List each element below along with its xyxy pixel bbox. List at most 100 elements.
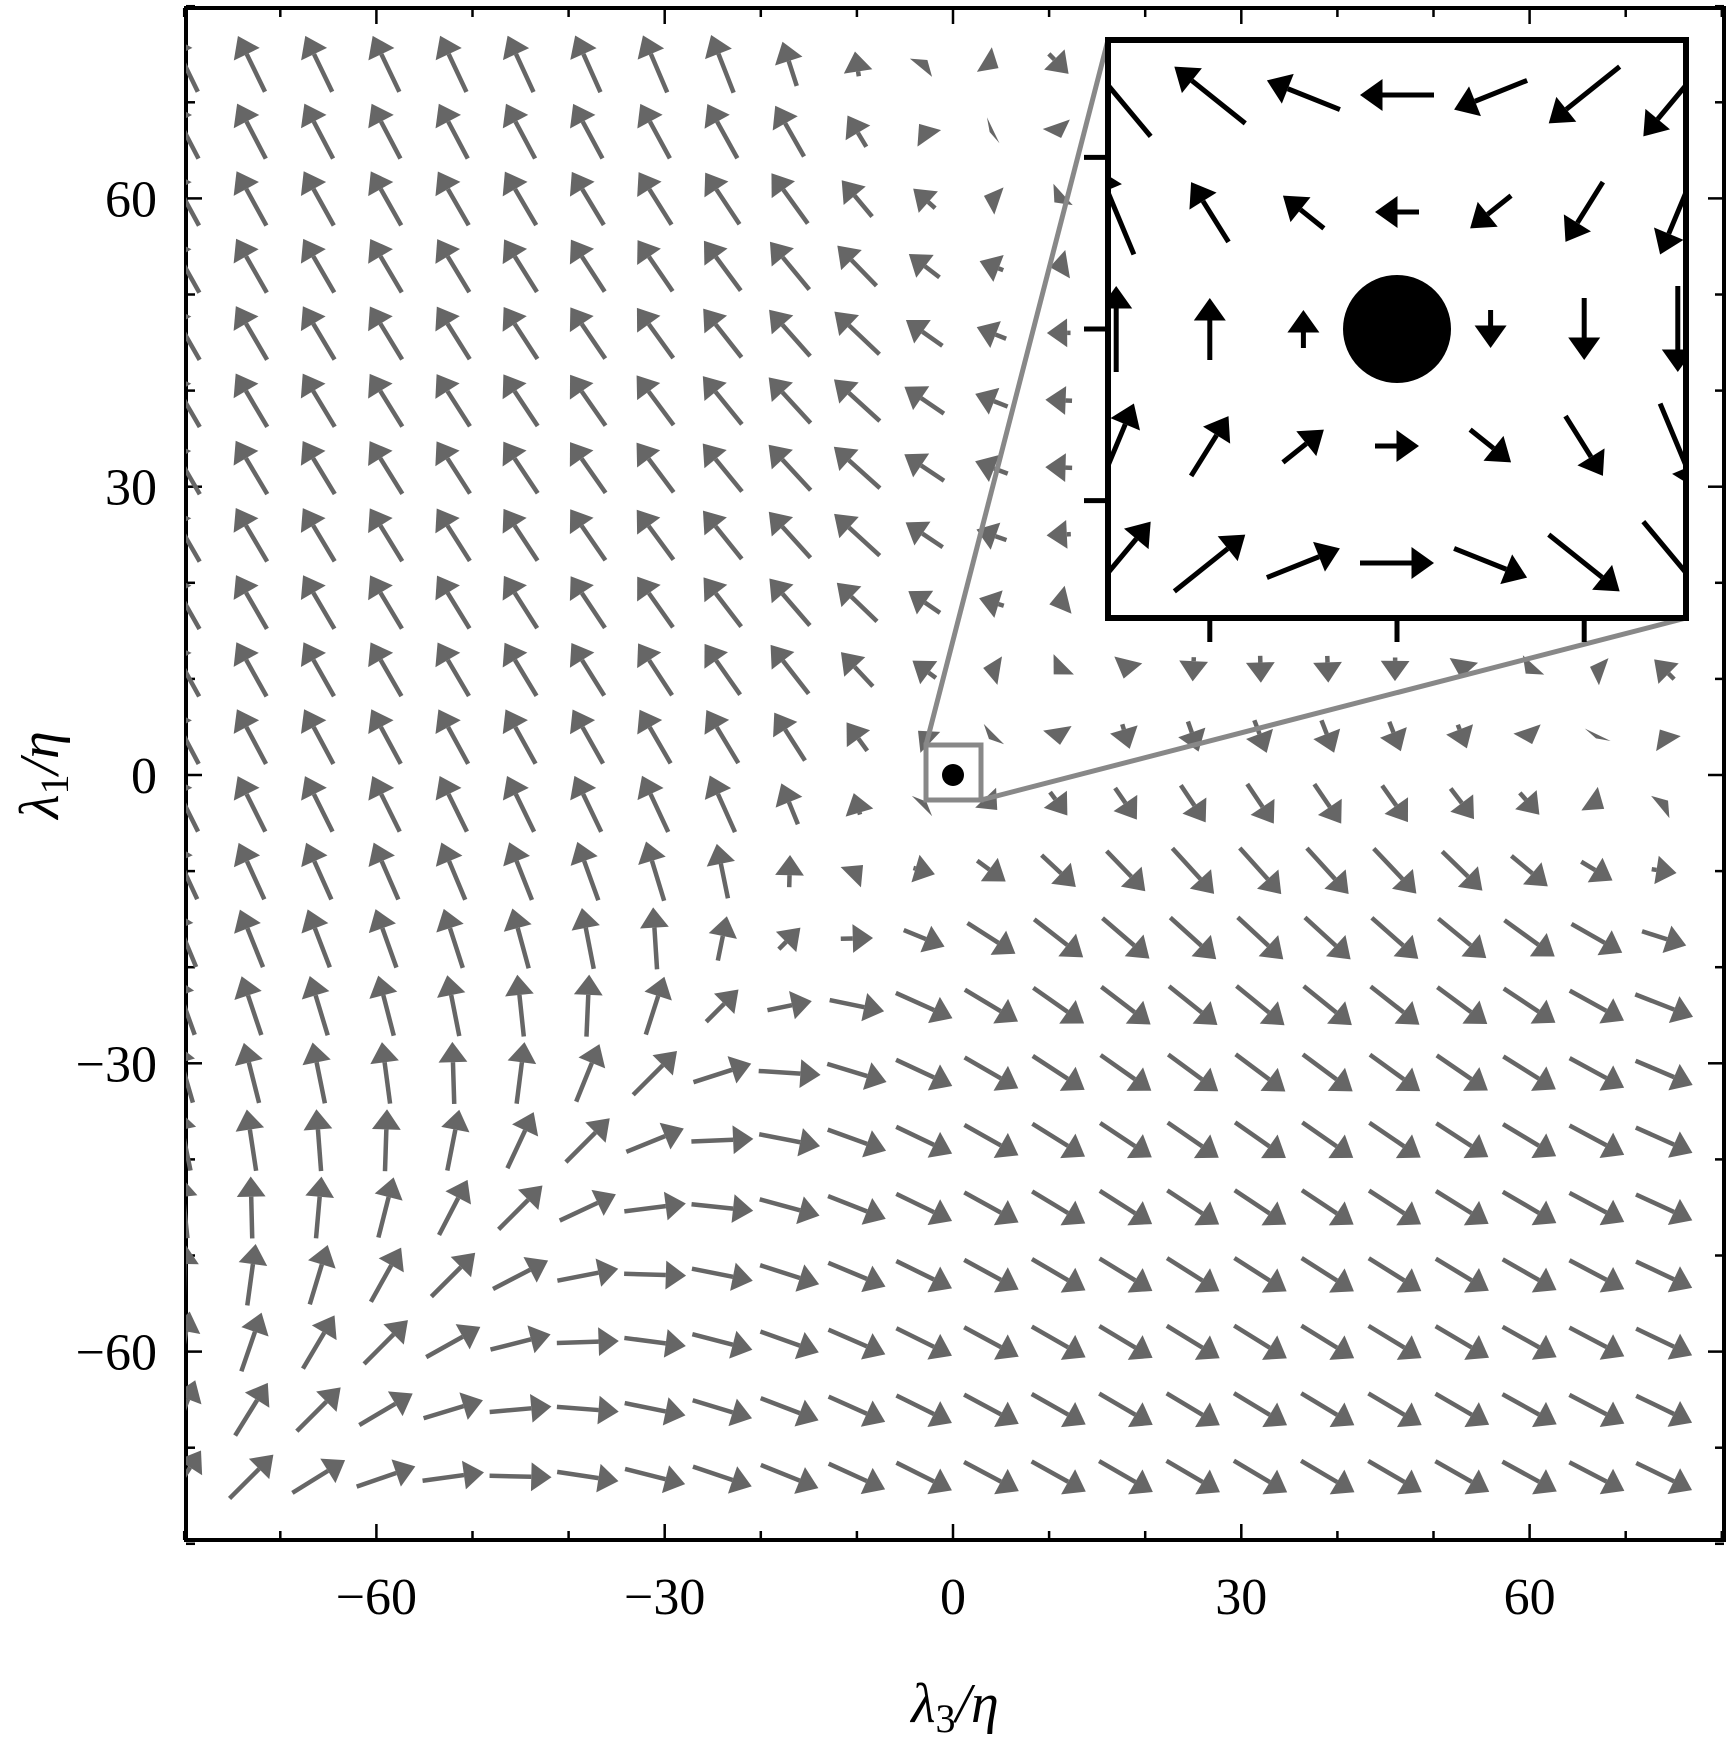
field-arrow <box>1098 1324 1153 1360</box>
field-arrow <box>1440 849 1483 891</box>
field-arrow <box>368 306 405 361</box>
field-arrow <box>1435 1121 1489 1159</box>
field-arrow <box>305 1176 335 1239</box>
field-arrow <box>368 35 402 93</box>
field-arrow <box>1305 846 1349 895</box>
field-arrow <box>1030 1459 1086 1495</box>
field-arrow <box>238 1244 268 1306</box>
field-arrow <box>826 1127 887 1158</box>
field-arrow <box>1635 1460 1693 1495</box>
field-arrow <box>704 643 743 696</box>
field-arrow <box>301 1315 337 1370</box>
field-arrow <box>1300 1391 1355 1428</box>
field-arrow <box>435 374 472 428</box>
field-arrow <box>569 642 607 697</box>
field-arrow <box>911 795 933 817</box>
field-arrow <box>556 1258 619 1287</box>
y-tick-label: −60 <box>76 1325 157 1382</box>
field-arrow <box>234 976 264 1036</box>
field-arrow <box>1568 1392 1625 1428</box>
field-arrow <box>1165 1458 1220 1495</box>
field-arrow <box>502 171 539 227</box>
inset-field-arrow <box>1548 64 1622 124</box>
field-arrow <box>827 1193 886 1225</box>
inset-field-arrow <box>1189 182 1231 244</box>
field-arrow <box>569 442 608 495</box>
field-arrow <box>624 1397 686 1426</box>
field-arrow <box>186 1380 202 1411</box>
field-arrow <box>1635 1259 1693 1293</box>
field-arrow <box>702 376 744 426</box>
field-arrow <box>227 1454 274 1501</box>
field-arrow <box>1165 1391 1220 1428</box>
field-arrow <box>569 374 608 427</box>
field-arrow <box>570 35 603 94</box>
field-arrow <box>775 41 803 87</box>
inset-field-arrow <box>1454 78 1529 117</box>
field-arrow <box>1367 1391 1422 1428</box>
field-arrow <box>368 575 404 630</box>
field-arrow <box>1165 1256 1220 1293</box>
field-arrow <box>502 575 540 630</box>
field-arrow <box>368 842 401 901</box>
field-arrow <box>1503 918 1555 957</box>
field-arrow <box>909 58 933 77</box>
field-arrow <box>845 793 874 817</box>
field-arrow <box>368 103 403 160</box>
field-arrow <box>502 306 540 361</box>
field-arrow <box>570 775 604 833</box>
main-vector-field <box>186 34 1694 1501</box>
field-arrow <box>503 842 535 901</box>
field-arrow <box>571 907 600 970</box>
field-arrow <box>1435 1053 1488 1091</box>
field-arrow <box>1110 723 1138 749</box>
field-arrow <box>564 1118 610 1164</box>
field-arrow <box>505 974 534 1037</box>
field-arrow <box>706 843 735 899</box>
field-arrow <box>368 1247 404 1303</box>
field-arrow <box>233 238 269 294</box>
field-arrow <box>1568 1056 1625 1091</box>
field-arrow <box>691 1194 754 1223</box>
field-arrow <box>637 775 671 833</box>
field-arrow <box>840 652 875 688</box>
field-arrow <box>1635 1326 1693 1360</box>
field-arrow <box>904 386 946 416</box>
inset-field-arrow <box>1563 180 1606 242</box>
field-arrow <box>827 1260 886 1293</box>
field-arrow <box>1098 1391 1153 1428</box>
field-arrow <box>1501 1459 1557 1495</box>
field-arrow <box>1580 857 1613 883</box>
field-arrow <box>963 1055 1019 1091</box>
field-arrow <box>895 1124 953 1158</box>
field-arrow <box>1651 855 1677 885</box>
field-arrow <box>368 238 404 294</box>
field-arrow <box>640 907 669 970</box>
field-arrow <box>908 590 942 615</box>
field-arrow <box>435 642 471 698</box>
field-arrow <box>368 373 405 428</box>
field-arrow <box>775 927 801 953</box>
field-arrow <box>435 35 469 93</box>
inset-field-arrow <box>1568 298 1601 360</box>
field-arrow <box>1101 916 1150 959</box>
field-arrow <box>833 446 882 490</box>
field-arrow <box>631 1050 678 1097</box>
field-arrow <box>1380 784 1409 823</box>
field-arrow <box>1312 782 1342 824</box>
field-arrow <box>704 709 741 765</box>
field-arrow <box>1043 790 1068 816</box>
inset-field-arrow <box>1468 427 1512 463</box>
field-arrow <box>186 650 202 698</box>
field-arrow <box>758 1059 821 1088</box>
field-arrow <box>767 991 812 1020</box>
field-arrow <box>775 783 803 826</box>
field-arrow <box>1372 847 1417 894</box>
inset-field-arrow <box>1470 193 1513 229</box>
field-arrow <box>1368 1120 1421 1159</box>
inset-field-arrow <box>1360 79 1434 111</box>
field-arrow <box>636 375 676 427</box>
field-arrow <box>422 1392 483 1421</box>
field-arrow <box>834 513 882 558</box>
field-arrow <box>1300 1188 1354 1226</box>
